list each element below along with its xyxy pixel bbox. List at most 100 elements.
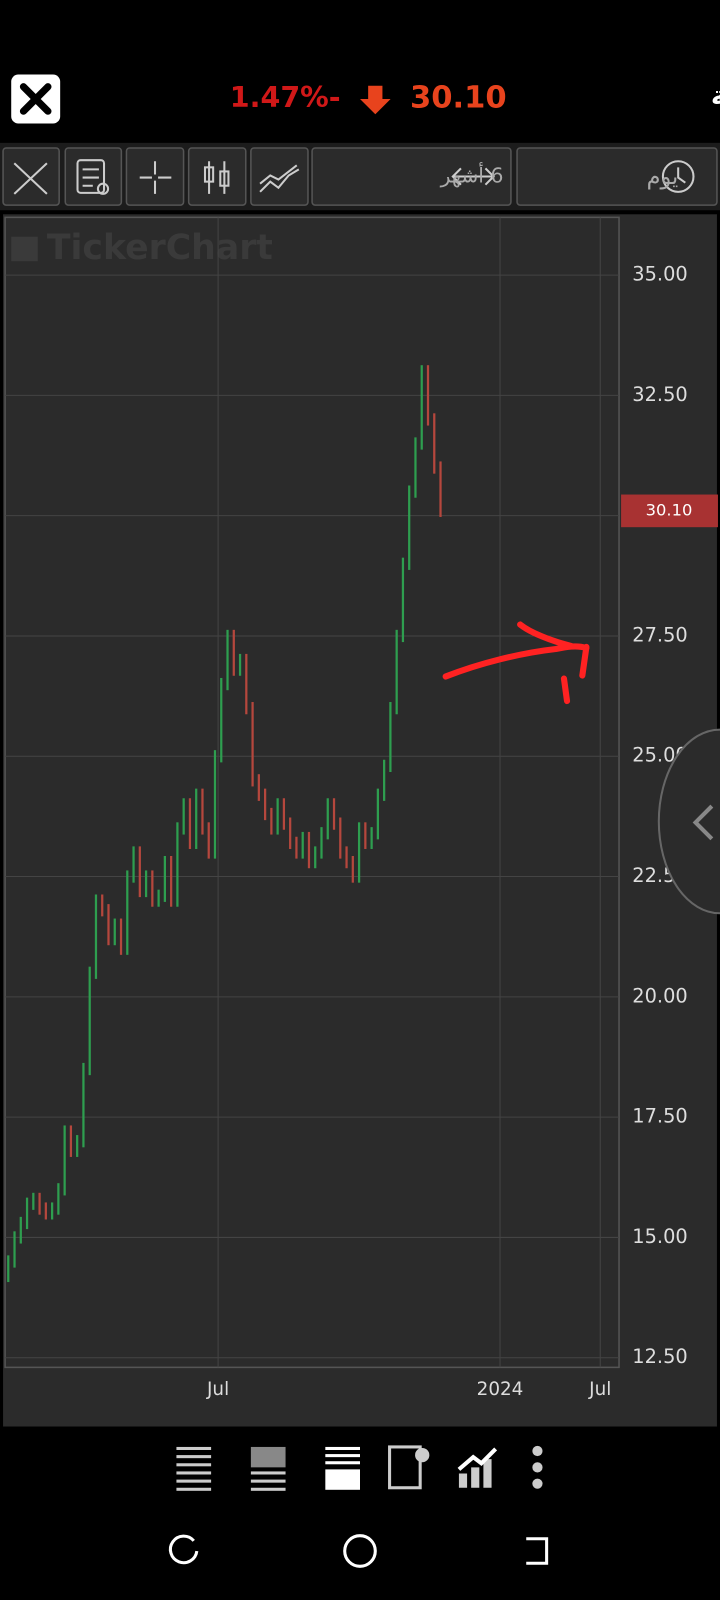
- last-price: 30.10: [410, 80, 507, 115]
- x-tick-label: Jul: [588, 1379, 611, 1400]
- price-bar: [433, 413, 436, 474]
- price-bar: [282, 798, 286, 830]
- x-tick-label: Jul: [206, 1379, 229, 1400]
- price-bar: [63, 1125, 66, 1196]
- down-arrow: [360, 85, 391, 115]
- symbol-name: سلامة: [711, 80, 720, 111]
- chart-type-button[interactable]: [187, 147, 247, 206]
- trend-icon[interactable]: [457, 1447, 498, 1488]
- price-bar: [201, 788, 204, 835]
- period-button[interactable]: [311, 147, 512, 206]
- y-tick-label: 20.00: [632, 984, 687, 1007]
- price-bar: [395, 629, 398, 715]
- price-bar: [420, 365, 423, 450]
- price-bar: [251, 702, 254, 787]
- price-bar: [32, 1192, 35, 1210]
- system-nav: [168, 1534, 549, 1568]
- price-bar: [326, 798, 329, 840]
- price-bar: [69, 1125, 73, 1157]
- layout-3[interactable]: [325, 1446, 360, 1490]
- last-price-tag-label: 30.10: [646, 500, 693, 519]
- price-bar: [88, 966, 91, 1076]
- watermark: TickerChart: [47, 228, 273, 268]
- back-button[interactable]: [526, 1537, 549, 1565]
- price-bar: [389, 702, 392, 773]
- price-bar: [94, 894, 98, 979]
- recent-button[interactable]: [168, 1534, 199, 1565]
- price-bar: [170, 855, 173, 907]
- crosshair-button[interactable]: [125, 147, 185, 206]
- price-bar: [119, 918, 123, 955]
- price-bar: [257, 774, 260, 801]
- annotation-scribble: [442, 621, 590, 705]
- y-tick-label: 17.50: [632, 1105, 687, 1128]
- price-bar: [401, 557, 405, 643]
- handle-arrow: [692, 804, 714, 841]
- y-tick-label: 32.50: [632, 383, 687, 406]
- price-bar: [314, 846, 317, 869]
- interval-button[interactable]: [516, 147, 718, 206]
- price-bar: [25, 1197, 29, 1230]
- last-price-tag: [621, 494, 718, 528]
- price-bar: [301, 831, 304, 859]
- price-bar: [295, 836, 298, 859]
- chart-panel: [3, 214, 717, 1427]
- price-bar: [289, 817, 292, 849]
- price-bar: [13, 1231, 16, 1268]
- price-bar: [263, 788, 267, 821]
- watermark-logo: [11, 236, 38, 262]
- tools-button[interactable]: [2, 147, 60, 206]
- close-button[interactable]: [11, 74, 61, 124]
- price-bar: [163, 855, 166, 902]
- price-bar: [82, 1062, 85, 1148]
- y-tick-label: 12.50: [632, 1345, 687, 1368]
- price-bar: [245, 653, 248, 715]
- price-bar: [182, 798, 185, 835]
- home-button[interactable]: [343, 1534, 377, 1568]
- plot-frame: [4, 216, 620, 1369]
- price-bar: [101, 894, 104, 917]
- price-bar: [370, 827, 373, 849]
- price-bar: [320, 827, 323, 859]
- price-bar: [339, 817, 342, 859]
- price-bar: [38, 1192, 41, 1215]
- price-bar: [157, 889, 160, 907]
- price-bar: [207, 822, 210, 859]
- period-label: 6 أشهر: [440, 163, 504, 188]
- more-button[interactable]: [532, 1445, 543, 1489]
- price-bar: [113, 918, 116, 946]
- price-bar: [195, 788, 198, 849]
- price-bar: [151, 870, 154, 907]
- price-bar: [364, 822, 367, 849]
- price-bar: [144, 870, 148, 898]
- indicators-button[interactable]: [250, 147, 309, 206]
- price-bar: [307, 831, 311, 869]
- chart-settings[interactable]: [388, 1445, 430, 1490]
- price-bar: [19, 1216, 22, 1244]
- price-bar: [332, 798, 336, 830]
- layout-1[interactable]: [176, 1446, 212, 1491]
- y-tick-label: 15.00: [632, 1225, 687, 1248]
- y-tick-label: 27.50: [632, 623, 687, 646]
- price-bar: [383, 759, 386, 801]
- price-bar: [44, 1202, 47, 1220]
- side-panel-handle[interactable]: [657, 728, 720, 915]
- price-bar: [226, 629, 229, 691]
- price-bar: [426, 365, 430, 426]
- price-bar: [238, 653, 242, 676]
- price-bar: [138, 846, 141, 898]
- price-bar: [50, 1202, 54, 1220]
- price-bar: [357, 822, 361, 883]
- layout-2[interactable]: [250, 1446, 286, 1491]
- price-bar: [376, 788, 379, 840]
- price-bar: [126, 870, 129, 955]
- price-bar: [220, 677, 223, 763]
- price-bar: [270, 807, 273, 835]
- price-bar: [213, 750, 217, 859]
- price-bar: [232, 629, 235, 676]
- price-bar: [132, 846, 135, 883]
- price-bar: [439, 461, 442, 517]
- toolbar-icons: [13, 159, 695, 195]
- price-bar: [76, 1135, 79, 1157]
